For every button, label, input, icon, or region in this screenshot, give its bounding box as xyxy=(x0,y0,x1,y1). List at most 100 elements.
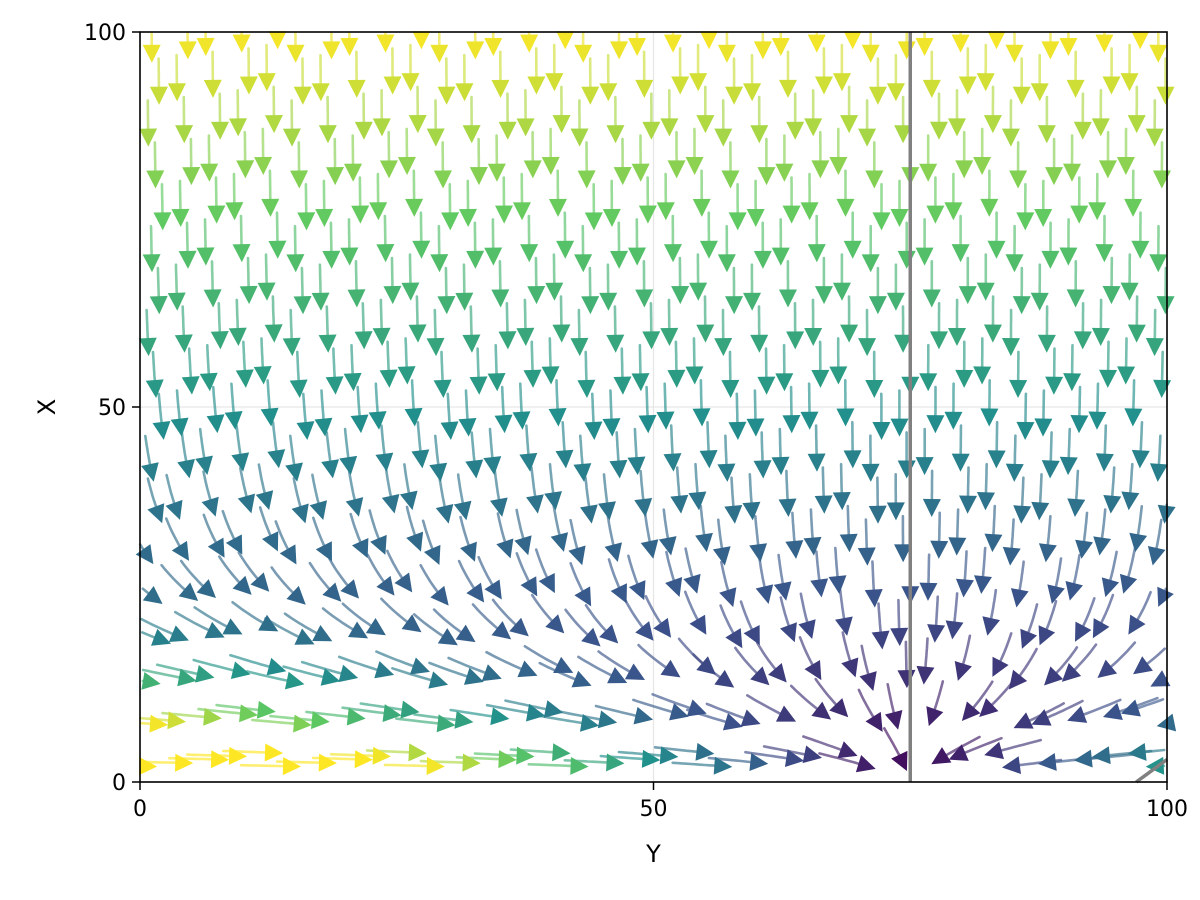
stream-arrow-35 xyxy=(1145,756,1165,775)
stream-arrow-209 xyxy=(1002,546,1021,566)
stream-arrow-71 xyxy=(1156,713,1177,732)
stream-arrow-400 xyxy=(311,292,330,311)
stream-arrow-284 xyxy=(1095,453,1114,472)
stream-arrow-609 xyxy=(142,44,161,63)
stream-arrow-347 xyxy=(865,379,884,398)
stream-arrow-301 xyxy=(548,408,567,427)
stream-arrow-50 xyxy=(543,700,564,718)
stream-arrow-191 xyxy=(496,538,514,559)
stream-arrow-329 xyxy=(343,372,362,392)
stream-arrow-470 xyxy=(261,198,280,217)
stream-arrow-443 xyxy=(520,244,539,263)
stream-arrow-404 xyxy=(437,296,456,315)
stream-arrow-594 xyxy=(743,83,762,102)
stream-arrow-96 xyxy=(841,657,859,678)
stream-arrow-91 xyxy=(696,656,716,675)
stream-arrow-617 xyxy=(376,34,395,53)
stream-arrow-156 xyxy=(520,576,538,597)
stream-arrow-403 xyxy=(401,282,420,301)
stream-arrow-139 xyxy=(1038,625,1056,646)
stream-arrow-581 xyxy=(383,76,402,95)
stream-arrow-250 xyxy=(1157,504,1176,524)
stream-arrow-310 xyxy=(800,411,819,430)
stream-arrow-479 xyxy=(512,202,531,221)
stream-arrow-361 xyxy=(228,327,247,346)
stream-arrow-289 xyxy=(206,414,225,434)
stream-arrow-516 xyxy=(577,170,596,189)
stream-arrow-302 xyxy=(584,421,603,440)
stream-arrow-194 xyxy=(568,545,586,566)
stream-arrow-402 xyxy=(383,285,402,305)
stream-arrow-90 xyxy=(660,659,681,678)
stream-arrow-576 xyxy=(239,76,258,95)
stream-arrow-95 xyxy=(804,659,822,681)
stream-arrow-232 xyxy=(634,497,653,517)
stream-arrow-161 xyxy=(665,577,683,597)
stream-arrow-445 xyxy=(574,254,593,273)
stream-arrow-138 xyxy=(1020,628,1038,649)
stream-arrow-286 xyxy=(1149,463,1168,482)
stream-arrow-619 xyxy=(430,44,449,63)
stream-arrow-127 xyxy=(689,614,707,635)
stream-arrow-276 xyxy=(861,463,880,482)
stream-arrow-605 xyxy=(1066,79,1085,98)
stream-arrow-363 xyxy=(282,337,301,357)
stream-arrow-242 xyxy=(922,498,941,517)
stream-arrow-476 xyxy=(441,212,460,231)
stream-arrow-136 xyxy=(945,620,964,640)
stream-arrow-405 xyxy=(455,292,474,311)
stream-arrow-145 xyxy=(196,579,216,598)
stream-arrow-598 xyxy=(868,86,887,105)
stream-arrow-1 xyxy=(175,753,194,772)
stream-arrow-7 xyxy=(354,750,373,769)
stream-arrow-453 xyxy=(807,244,826,263)
stream-arrow-595 xyxy=(778,79,797,98)
stream-arrow-130 xyxy=(780,622,797,643)
x-tick-label-2: 100 xyxy=(1146,797,1188,822)
stream-arrow-566 xyxy=(983,115,1002,134)
stream-arrow-67 xyxy=(1031,709,1052,726)
separatrix-line-1 xyxy=(1135,758,1169,784)
stream-arrow-356 xyxy=(1117,366,1136,385)
stream-arrow-498 xyxy=(1070,205,1089,224)
stream-arrow-417 xyxy=(814,286,833,305)
stream-arrow-518 xyxy=(631,163,650,182)
stream-arrow-306 xyxy=(692,408,711,427)
stream-arrow-482 xyxy=(602,208,621,227)
stream-arrow-42 xyxy=(310,711,330,730)
stream-arrow-114 xyxy=(312,624,333,642)
stream-arrow-556 xyxy=(696,115,715,134)
stream-arrow-97 xyxy=(859,671,877,692)
stream-arrow-401 xyxy=(347,289,366,308)
stream-arrow-540 xyxy=(229,118,248,137)
stream-arrow-8 xyxy=(372,746,391,765)
stream-arrow-435 xyxy=(286,254,305,273)
stream-arrow-378 xyxy=(714,337,733,357)
stream-arrow-508 xyxy=(344,163,363,182)
stream-arrow-462 xyxy=(1059,247,1078,266)
stream-arrow-305 xyxy=(656,411,675,430)
stream-arrow-211 xyxy=(1075,539,1093,559)
stream-arrow-59 xyxy=(811,701,832,720)
stream-arrow-416 xyxy=(778,289,797,308)
stream-arrow-33 xyxy=(1091,746,1111,765)
stream-arrow-448 xyxy=(663,244,682,263)
stream-arrow-171 xyxy=(955,578,974,598)
stream-arrow-153 xyxy=(430,585,449,606)
stream-arrow-154 xyxy=(466,582,485,603)
stream-arrow-10 xyxy=(426,757,445,776)
stream-arrow-338 xyxy=(613,376,632,395)
stream-arrow-587 xyxy=(545,73,564,92)
stream-arrow-84 xyxy=(481,664,502,682)
stream-arrow-421 xyxy=(922,289,941,308)
stream-arrow-174 xyxy=(1047,584,1065,604)
stream-arrow-367 xyxy=(408,324,427,343)
stream-arrow-433 xyxy=(232,244,251,263)
stream-arrow-414 xyxy=(725,296,744,315)
stream-arrow-322 xyxy=(145,379,164,398)
stream-arrow-493 xyxy=(926,205,945,224)
stream-arrow-120 xyxy=(491,621,512,640)
stream-arrow-246 xyxy=(1031,501,1050,521)
stream-arrow-434 xyxy=(268,240,287,259)
stream-arrow-251 xyxy=(141,462,159,482)
